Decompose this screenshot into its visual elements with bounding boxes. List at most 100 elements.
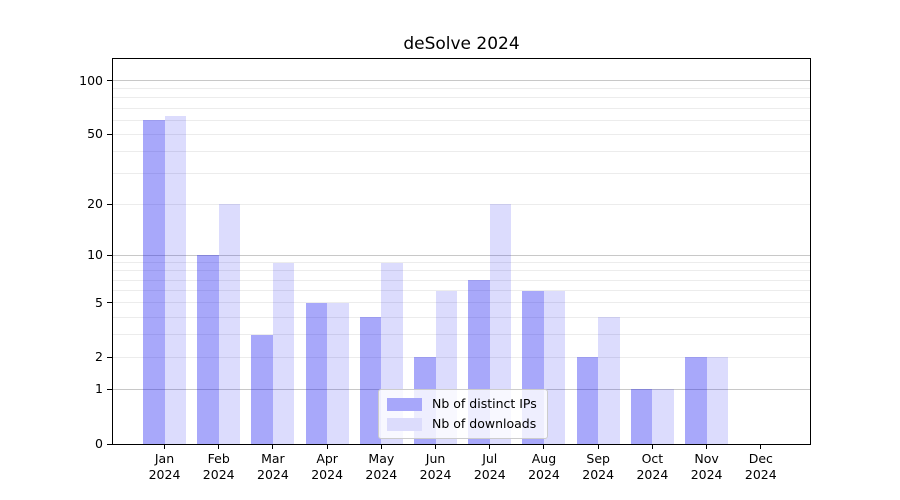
x-tick-month: Apr: [316, 451, 338, 466]
x-tick-month: Dec: [748, 451, 773, 466]
major-gridline: [113, 80, 810, 82]
y-tick-mark: [107, 133, 113, 135]
bar-nb-of-downloads-sep: [598, 317, 620, 444]
bar-nb-of-distinct-ips-apr: [305, 302, 328, 444]
minor-gridline: [113, 173, 810, 175]
x-tick-label: Apr 2024: [295, 451, 359, 483]
x-tick-mark: [164, 444, 165, 449]
x-tick-month: Jan: [154, 451, 175, 466]
y-tick-mark: [107, 302, 113, 304]
x-tick-year: 2024: [744, 467, 777, 482]
x-tick-mark: [218, 444, 220, 449]
x-tick-year: 2024: [148, 467, 181, 482]
x-tick-year: 2024: [257, 467, 289, 482]
x-tick-label: May 2024: [349, 451, 413, 483]
y-tick-mark: [107, 80, 113, 82]
x-tick-year: 2024: [311, 467, 344, 482]
x-tick-year: 2024: [582, 467, 615, 482]
minor-gridline: [113, 97, 810, 99]
y-tick-label: 5: [95, 294, 103, 310]
x-tick-mark: [489, 444, 491, 449]
minor-gridline: [113, 290, 810, 292]
minor-gridline: [113, 119, 810, 121]
x-tick-label: Sep 2024: [566, 451, 630, 483]
y-tick-mark: [107, 356, 113, 358]
bar-nb-of-distinct-ips-sep: [576, 357, 599, 444]
minor-gridline: [113, 270, 810, 272]
x-tick-mark: [706, 444, 708, 449]
x-tick-year: 2024: [636, 467, 669, 482]
y-tick-mark: [107, 388, 113, 390]
bar-nb-of-downloads-oct: [652, 389, 674, 444]
x-tick-year: 2024: [690, 467, 723, 482]
y-tick-label: 0: [95, 436, 103, 451]
bar-nb-of-distinct-ips-feb: [197, 255, 219, 444]
y-tick-label: 2: [95, 349, 103, 365]
x-tick-month: Sep: [586, 451, 610, 466]
x-tick-mark: [597, 444, 599, 449]
x-tick-mark: [543, 444, 545, 449]
bar-nb-of-downloads-mar: [272, 262, 295, 444]
x-tick-month: Nov: [694, 451, 719, 466]
minor-gridline: [113, 356, 810, 358]
legend-swatch-downloads: [387, 417, 422, 431]
x-tick-label: Aug 2024: [512, 451, 576, 483]
x-tick-month: Jul: [482, 451, 498, 466]
y-tick-mark: [107, 203, 113, 205]
minor-gridline: [113, 133, 810, 135]
legend-entry-downloads: Nb of downloads: [387, 416, 537, 432]
minor-gridline: [113, 334, 810, 336]
x-tick-label: Nov 2024: [675, 451, 739, 483]
x-tick-year: 2024: [202, 467, 235, 482]
minor-gridline: [113, 316, 810, 318]
x-tick-label: Jun 2024: [404, 451, 468, 483]
minor-gridline: [113, 302, 810, 304]
bar-nb-of-downloads-feb: [218, 204, 241, 444]
x-tick-mark: [326, 444, 328, 449]
x-tick-mark: [760, 444, 762, 449]
x-tick-month: Aug: [531, 451, 557, 466]
legend-label-downloads: Nb of downloads: [432, 416, 537, 431]
x-tick-label: Oct 2024: [620, 451, 684, 483]
legend-label-distinct-ips: Nb of distinct IPs: [432, 396, 537, 411]
legend: Nb of distinct IPs Nb of downloads: [378, 389, 548, 439]
bar-nb-of-distinct-ips-oct: [630, 389, 653, 444]
y-tick-label: 20: [87, 196, 103, 212]
x-tick-label: Jan 2024: [133, 451, 197, 483]
x-tick-year: 2024: [365, 467, 398, 482]
legend-entry-distinct-ips: Nb of distinct IPs: [387, 396, 537, 412]
minor-gridline: [113, 151, 810, 153]
x-tick-month: Oct: [641, 451, 664, 466]
bar-nb-of-downloads-nov: [706, 357, 729, 444]
x-tick-label: Mar 2024: [241, 451, 305, 483]
x-tick-month: May: [368, 451, 395, 466]
x-tick-label: Dec 2024: [729, 451, 793, 483]
minor-gridline: [113, 203, 810, 205]
x-tick-label: Feb 2024: [187, 451, 251, 483]
minor-gridline: [113, 279, 810, 281]
chart-title: deSolve 2024: [403, 34, 520, 54]
x-tick-year: 2024: [528, 467, 560, 482]
x-tick-year: 2024: [419, 467, 452, 482]
y-tick-label: 1: [95, 381, 103, 397]
y-tick-mark: [107, 254, 113, 256]
x-tick-mark: [435, 444, 437, 449]
bar-nb-of-downloads-jan: [164, 116, 186, 444]
x-tick-label: Jul 2024: [458, 451, 522, 483]
y-tick-label: 10: [87, 247, 103, 263]
plot-area: Nb of distinct IPs Nb of downloads: [112, 58, 811, 445]
bar-nb-of-downloads-aug: [543, 290, 566, 444]
bar-nb-of-distinct-ips-jan: [143, 120, 165, 444]
minor-gridline: [113, 262, 810, 264]
y-tick-label: 100: [79, 72, 103, 88]
bar-nb-of-downloads-apr: [327, 302, 349, 444]
x-tick-month: Mar: [261, 451, 285, 466]
x-tick-year: 2024: [473, 467, 506, 482]
bar-nb-of-downloads-jul: [489, 204, 512, 444]
minor-gridline: [113, 88, 810, 90]
y-tick-mark: [107, 443, 113, 445]
x-tick-mark: [272, 444, 274, 449]
major-gridline: [113, 254, 810, 256]
bar-nb-of-distinct-ips-mar: [251, 334, 273, 444]
